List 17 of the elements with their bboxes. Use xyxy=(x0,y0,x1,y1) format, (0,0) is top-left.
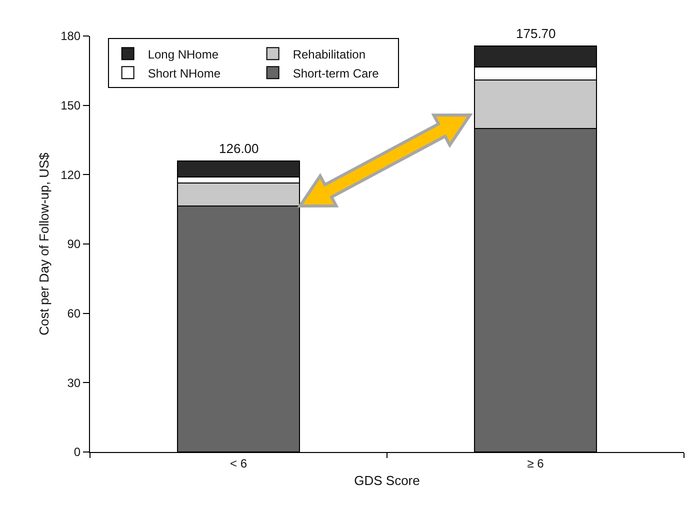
legend-label: Rehabilitation xyxy=(292,47,366,62)
y-tick-label: 120 xyxy=(60,168,81,182)
total-label: 126.00 xyxy=(219,141,259,156)
total-label: 175.70 xyxy=(516,26,556,41)
y-tick-label: 90 xyxy=(67,237,81,252)
x-axis-title: GDS Score xyxy=(354,473,420,488)
y-tick-label: 60 xyxy=(67,306,81,321)
legend-label: Short-term Care xyxy=(292,66,380,80)
legend-label: Long NHome xyxy=(148,47,219,62)
y-axis-title: Cost per Day of Follow-up, US$ xyxy=(36,152,52,336)
y-tick-label: 180 xyxy=(60,29,81,44)
x-tick-label: ≥ 6 xyxy=(527,456,544,470)
x-tick-label: < 6 xyxy=(230,456,248,470)
y-tick-label: 150 xyxy=(60,98,81,113)
legend-label: Short NHome xyxy=(148,66,221,80)
y-tick-label: 30 xyxy=(67,376,81,390)
y-tick-label: 0 xyxy=(74,445,81,460)
